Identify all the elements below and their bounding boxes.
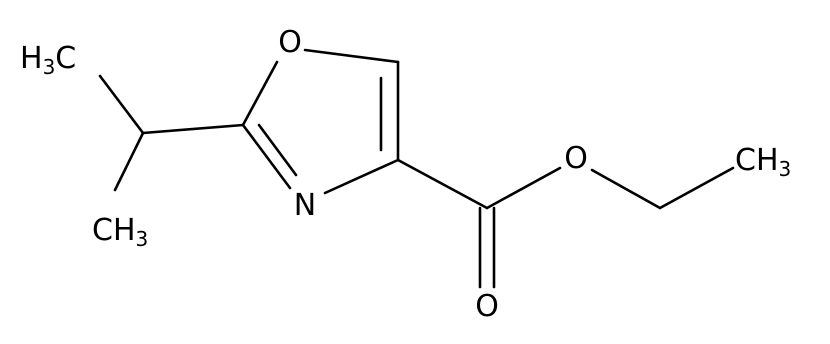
bond bbox=[141, 123, 245, 135]
bond bbox=[257, 123, 298, 177]
bond bbox=[303, 48, 400, 64]
atom-subscript: 3 bbox=[43, 55, 56, 79]
atom-text: H bbox=[113, 213, 136, 248]
bond bbox=[485, 166, 562, 210]
atom-label: CH3 bbox=[92, 213, 148, 251]
atom-label: O bbox=[564, 141, 588, 176]
atom-text: C bbox=[55, 41, 76, 76]
atom-text: C bbox=[92, 213, 113, 248]
bonds bbox=[98, 48, 735, 289]
atom-subscript: 3 bbox=[779, 157, 792, 181]
atom-text: C bbox=[735, 143, 756, 178]
atom-label: H3C bbox=[20, 41, 76, 79]
bond bbox=[113, 131, 145, 192]
bond bbox=[396, 158, 489, 210]
bond bbox=[590, 168, 662, 210]
atom-label: O bbox=[278, 25, 302, 60]
atom-text: H bbox=[20, 41, 43, 76]
bond bbox=[98, 74, 145, 135]
atom-label: O bbox=[475, 289, 499, 324]
atom-label: CH3 bbox=[735, 143, 791, 181]
bond bbox=[241, 123, 292, 190]
bond bbox=[241, 60, 279, 127]
atom-label: N bbox=[294, 188, 316, 223]
bond bbox=[323, 158, 400, 195]
bond bbox=[658, 166, 735, 210]
atom-subscript: 3 bbox=[136, 227, 149, 251]
atom-text: H bbox=[756, 143, 779, 178]
